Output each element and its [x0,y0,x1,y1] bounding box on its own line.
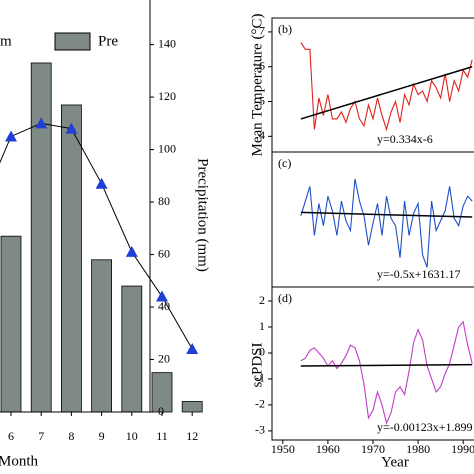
y-tick-label: 120 [158,89,176,103]
legend-swatch [54,32,91,51]
triangle-marker [125,245,138,257]
triangle-marker [5,130,17,142]
y-tick-label: 5 [259,93,265,107]
bar [61,104,82,413]
trend-line [300,211,473,218]
x-tick-label: 1980 [406,442,430,456]
x-tick-label: 8 [68,429,74,443]
bar [30,62,52,413]
y-tick-label: 2 [259,293,265,307]
line [300,42,473,132]
y-tick-label: 100 [158,141,176,155]
x-tick-label: 7 [38,429,44,443]
equation: y=0.334x-6 [377,132,433,146]
bar [181,401,203,413]
x-tick-label: 1970 [361,442,385,456]
y-tick-label: 140 [158,36,176,50]
line [300,320,473,425]
y-axis-label: Precipitation (mm) [195,158,211,272]
y-tick-label: 0 [158,404,164,418]
y-tick-label: -3 [255,423,265,437]
triangle-marker [65,122,78,134]
legend-label: Pre [98,33,118,49]
bar [0,235,22,413]
trend-line [300,363,473,367]
y-tick-label: -2 [255,397,265,411]
x-axis-label: Month [0,453,39,469]
x-tick-label: 12 [186,429,198,443]
line [0,122,193,350]
y-tick-label: 1 [259,319,265,333]
y-tick-label: 80 [158,194,170,208]
y-tick-label: 4 [259,128,265,142]
trend-line [300,66,473,120]
y-tick-label: 0 [259,345,265,359]
legend-label: m [0,33,12,49]
y-tick-label: 60 [158,246,170,260]
y-tick-label: 6 [259,58,265,72]
triangle-marker [186,343,199,355]
x-tick-label: 11 [156,429,168,443]
panel-frame [271,17,474,153]
y-tick-label: 40 [158,299,170,313]
triangle-marker [95,177,108,189]
equation: y=-0.00123x+1.899 [377,420,473,434]
triangle-marker [35,117,48,129]
line [300,178,473,268]
y-tick-label: -1 [255,371,265,385]
x-tick-label: 6 [8,429,14,443]
triangle-marker [156,290,168,302]
bar [121,285,143,413]
x-tick-label: 9 [99,429,105,443]
x-tick-label: 10 [126,429,138,443]
y-tick-label: 7 [259,24,265,38]
y-axis-label: Mean Temperature (°C) [249,14,265,157]
y-axis-label: scPDSI [249,342,265,387]
panel-frame [271,286,474,441]
equation: y=-0.5x+1631.17 [377,267,461,281]
x-tick-label: 1960 [316,442,340,456]
x-tick-label: 1990 [451,442,474,456]
x-axis-label: Year [381,454,409,470]
panel-label: (c) [278,156,291,170]
y-tick-label: 20 [158,351,170,365]
panel-label: (d) [278,291,292,305]
panel-label: (b) [278,22,292,36]
x-tick-label: 1950 [271,442,295,456]
bar [91,259,112,413]
